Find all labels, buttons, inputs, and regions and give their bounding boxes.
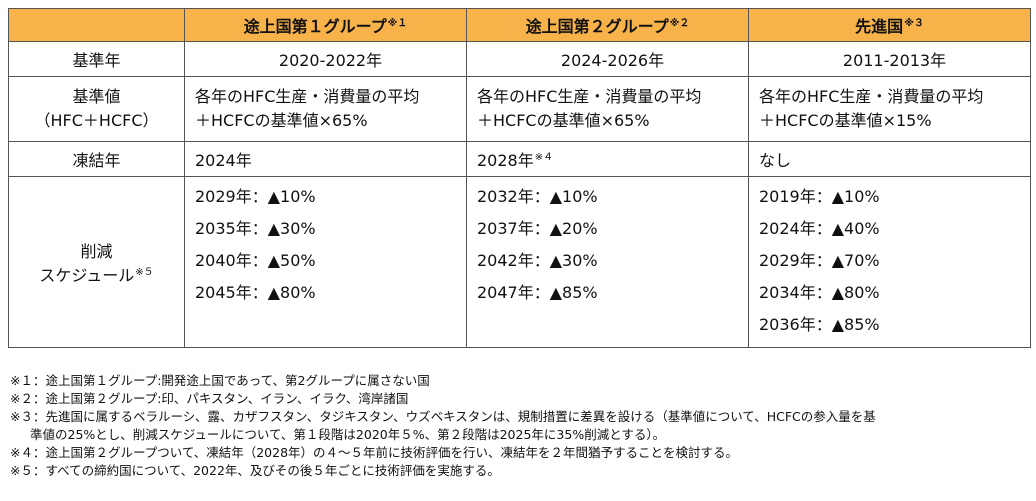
header-group2-label: 途上国第２グループ — [525, 17, 669, 36]
base-value-label-line2: （HFC＋HCFC） — [34, 111, 159, 130]
base-year-group1: 2020-2022年 — [184, 41, 467, 77]
base-value-label-line1: 基準値 — [72, 87, 121, 106]
header-group2-mark: ※２ — [669, 17, 690, 29]
footnote-3: ※３：先進国に属するベラルーシ、露、カザフスタン、タジキスタン、ウズベキスタンは… — [10, 409, 876, 424]
freeze-year-label: 凍結年 — [8, 141, 185, 177]
schedule-item: 2040年：▲50% — [195, 251, 316, 270]
header-developed: 先進国※３ — [748, 8, 1031, 42]
header-developed-mark: ※３ — [904, 17, 924, 29]
freeze-year-group2-text: 2028年 — [477, 151, 534, 170]
base-value-group1: 各年のHFC生産・消費量の平均 ＋HCFCの基準値×65% — [184, 76, 467, 142]
freeze-year-group1: 2024年 — [184, 141, 467, 177]
freeze-year-developed-text: なし — [759, 151, 792, 170]
schedule-label-line2-wrap: スケジュール※５ — [9, 262, 184, 286]
base-value-group2: 各年のHFC生産・消費量の平均 ＋HCFCの基準値×65% — [466, 76, 749, 142]
header-group2: 途上国第２グループ※２ — [466, 8, 749, 42]
base-value-group2-line1: 各年のHFC生産・消費量の平均 — [477, 87, 702, 106]
footnote-4: ※４：途上国第２グループついて、凍結年（2028年）の４～５年前に技術評価を行い… — [10, 445, 739, 460]
freeze-year-group2-mark: ※４ — [534, 151, 554, 163]
schedule-item: 2032年：▲10% — [477, 187, 598, 206]
base-year-group2: 2024-2026年 — [466, 41, 749, 77]
base-value-developed-line2: ＋HCFCの基準値×15% — [759, 111, 932, 130]
schedule-item: 2019年：▲10% — [759, 187, 880, 206]
header-blank-cell — [8, 8, 185, 42]
header-developed-label: 先進国 — [855, 17, 904, 36]
schedule-item: 2047年：▲85% — [477, 283, 598, 302]
footnotes: ※１：途上国第１グループ:開発途上国であって、第2グループに属さない国 ※２：途… — [10, 372, 1028, 480]
schedule-label-mark: ※５ — [135, 266, 154, 278]
base-value-developed: 各年のHFC生産・消費量の平均 ＋HCFCの基準値×15% — [748, 76, 1031, 142]
freeze-year-group2: 2028年※４ — [466, 141, 749, 177]
base-value-group1-line2: ＋HCFCの基準値×65% — [195, 111, 368, 130]
schedule-row: 削減 スケジュール※５ 2029年：▲10% 2035年：▲30% 2040年：… — [8, 176, 1031, 348]
hfc-schedule-table: 途上国第１グループ※１ 途上国第２グループ※２ 先進国※３ 基準年 2020-2… — [8, 8, 1031, 348]
base-value-row: 基準値 （HFC＋HCFC） 各年のHFC生産・消費量の平均 ＋HCFCの基準値… — [8, 76, 1031, 142]
footnote-3-continued: 準値の25%とし、削減スケジュールについて、第１段階は2020年５%、第２段階は… — [30, 427, 666, 442]
schedule-item: 2036年：▲85% — [759, 315, 880, 334]
freeze-year-group1-text: 2024年 — [195, 151, 252, 170]
schedule-item: 2037年：▲20% — [477, 219, 598, 238]
schedule-group2: 2032年：▲10% 2037年：▲20% 2042年：▲30% 2047年：▲… — [466, 176, 749, 348]
footnote-1: ※１：途上国第１グループ:開発途上国であって、第2グループに属さない国 — [10, 373, 430, 388]
schedule-item: 2042年：▲30% — [477, 251, 598, 270]
schedule-item: 2029年：▲70% — [759, 251, 880, 270]
schedule-item: 2034年：▲80% — [759, 283, 880, 302]
header-group1-label: 途上国第１グループ — [243, 17, 387, 36]
header-group1-mark: ※１ — [387, 17, 408, 29]
footnote-5: ※５：すべての締約国について、2022年、及びその後５年ごとに技術評価を実施する… — [10, 463, 500, 478]
freeze-year-row: 凍結年 2024年 2028年※４ なし — [8, 141, 1031, 177]
base-value-group2-line2: ＋HCFCの基準値×65% — [477, 111, 650, 130]
base-year-label: 基準年 — [8, 41, 185, 77]
schedule-item: 2024年：▲40% — [759, 219, 880, 238]
freeze-year-developed: なし — [748, 141, 1031, 177]
header-group1: 途上国第１グループ※１ — [184, 8, 467, 42]
base-year-developed: 2011-2013年 — [748, 41, 1031, 77]
schedule-developed: 2019年：▲10% 2024年：▲40% 2029年：▲70% 2034年：▲… — [748, 176, 1031, 348]
schedule-label: 削減 スケジュール※５ — [8, 176, 185, 348]
schedule-label-line1: 削減 — [80, 242, 113, 261]
footnote-2: ※２：途上国第２グループ:印、パキスタン、イラン、イラク、湾岸諸国 — [10, 391, 409, 406]
base-year-row: 基準年 2020-2022年 2024-2026年 2011-2013年 — [8, 41, 1031, 77]
base-value-group1-line1: 各年のHFC生産・消費量の平均 — [195, 87, 420, 106]
schedule-item: 2035年：▲30% — [195, 219, 316, 238]
base-value-label: 基準値 （HFC＋HCFC） — [8, 76, 185, 142]
schedule-label-line2: スケジュール — [39, 266, 135, 285]
schedule-item: 2029年：▲10% — [195, 187, 316, 206]
schedule-item: 2045年：▲80% — [195, 283, 316, 302]
base-value-developed-line1: 各年のHFC生産・消費量の平均 — [759, 87, 984, 106]
schedule-group1: 2029年：▲10% 2035年：▲30% 2040年：▲50% 2045年：▲… — [184, 176, 467, 348]
header-row: 途上国第１グループ※１ 途上国第２グループ※２ 先進国※３ — [8, 8, 1031, 42]
